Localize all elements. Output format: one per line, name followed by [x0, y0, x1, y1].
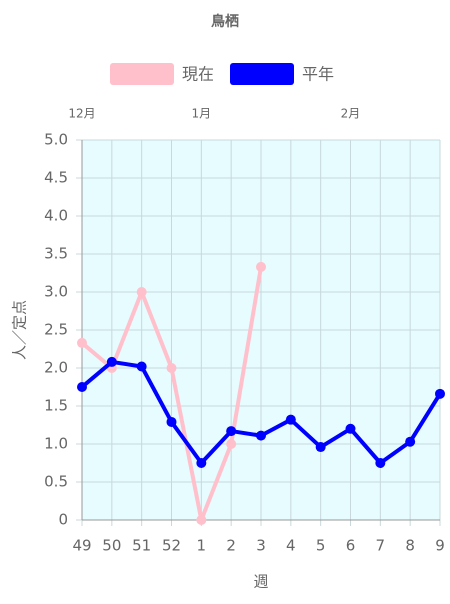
- data-point: [106, 356, 117, 367]
- y-tick-label: 5.0: [44, 131, 68, 149]
- legend-label: 現在: [182, 65, 214, 84]
- data-point: [285, 414, 296, 425]
- x-tick-label: 49: [72, 537, 91, 555]
- x-tick-label: 6: [346, 537, 356, 555]
- x-tick-label: 51: [132, 537, 151, 555]
- y-tick-label: 0.5: [44, 473, 68, 491]
- x-tick-label: 1: [197, 537, 207, 555]
- data-point: [345, 423, 356, 434]
- x-tick-label: 9: [435, 537, 445, 555]
- x-tick-label: 5: [316, 537, 326, 555]
- data-point: [375, 458, 386, 468]
- y-tick-label: 4.0: [44, 207, 68, 225]
- data-point: [77, 337, 87, 348]
- data-point: [166, 416, 177, 427]
- x-tick-label: 3: [256, 537, 266, 555]
- data-point: [166, 363, 177, 373]
- data-point: [226, 426, 237, 437]
- legend-label: 平年: [302, 65, 334, 84]
- y-tick-label: 4.5: [44, 169, 68, 187]
- y-tick-label: 3.5: [44, 245, 68, 263]
- data-point: [226, 439, 237, 449]
- data-point: [315, 442, 326, 453]
- data-point: [77, 382, 87, 392]
- y-tick-label: 2.0: [44, 359, 68, 377]
- x-tick-label: 4: [286, 537, 296, 555]
- x-tick-label: 52: [162, 537, 181, 555]
- y-tick-label: 1.0: [44, 435, 68, 453]
- x-tick-label: 7: [376, 537, 386, 555]
- x-tick-label: 50: [102, 537, 121, 555]
- y-tick-label: 0: [58, 511, 68, 529]
- y-axis-label: 人／定点: [11, 300, 29, 360]
- x-axis-label: 週: [253, 573, 268, 591]
- top-tick-label: 2月: [341, 107, 361, 121]
- chart-title: 鳥栖: [211, 13, 239, 30]
- data-point: [196, 458, 207, 468]
- legend-swatch: [110, 63, 174, 85]
- data-point: [256, 430, 266, 441]
- data-point: [405, 436, 416, 447]
- top-tick-label: 1月: [192, 107, 212, 121]
- y-tick-label: 1.5: [44, 397, 68, 415]
- data-point: [136, 361, 147, 372]
- y-tick-label: 2.5: [44, 321, 68, 339]
- x-tick-label: 8: [405, 537, 415, 555]
- x-tick-label: 2: [226, 537, 236, 555]
- y-tick-label: 3.0: [44, 283, 68, 301]
- data-point: [196, 515, 207, 525]
- top-tick-label: 12月: [68, 107, 95, 121]
- legend-swatch: [230, 63, 294, 85]
- data-point: [256, 261, 266, 272]
- data-point: [136, 287, 147, 297]
- data-point: [435, 388, 445, 399]
